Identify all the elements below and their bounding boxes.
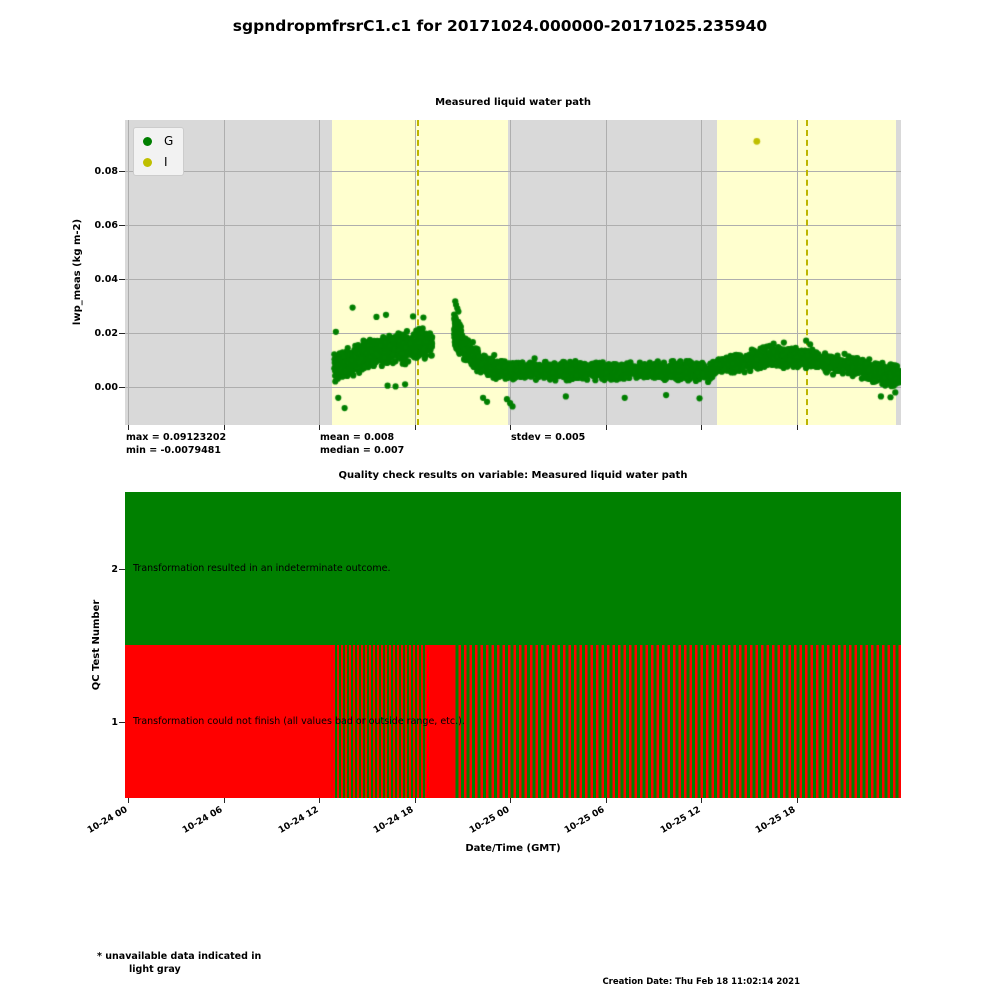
lwp-xtick-mark [796, 425, 798, 430]
lwp-xtick-mark [319, 425, 321, 430]
footnote-line2: light gray [129, 964, 181, 975]
lwp-xtick-mark [605, 425, 607, 430]
lwp-xtick-mark [510, 425, 512, 430]
qc-xtick-label: 10-24 12 [276, 805, 321, 836]
lwp-ytick-label: 0.08 [94, 166, 118, 178]
qc-xtick-mark [510, 798, 512, 803]
qc-y-axis-label: QC Test Number [91, 599, 102, 691]
legend-item-good: G [143, 135, 173, 147]
qc-row-test1 [125, 645, 901, 798]
lwp-ytick-label: 0.02 [94, 328, 118, 340]
lwp-xtick-mark [128, 425, 130, 430]
stat-mean: mean = 0.008 [320, 432, 395, 443]
stat-min: min = -0.0079481 [126, 445, 221, 456]
qc-segment-mixed-dense [333, 645, 427, 798]
lwp-chart-title: Measured liquid water path [435, 97, 591, 108]
qc-segment-pass [125, 492, 901, 645]
qc-plot-area [125, 492, 901, 798]
qc-segment-fail [426, 645, 454, 798]
stat-max: max = 0.09123202 [126, 432, 227, 443]
lwp-ytick-label: 0.04 [94, 274, 118, 286]
lwp-ytick-mark [119, 333, 125, 335]
legend-item-indeterminate: I [143, 156, 173, 168]
lwp-plot-area: G I [125, 120, 901, 425]
page-title: sgpndropmfrsrC1.c1 for 20171024.000000-2… [232, 17, 768, 35]
qc-xtick-mark [796, 798, 798, 803]
qc-xtick-label: 10-25 00 [467, 805, 512, 836]
footnote-line1: * unavailable data indicated in [97, 951, 262, 962]
qc-ytick-label: 2 [111, 563, 118, 575]
qc-ytick-mark [119, 568, 125, 570]
qc-xtick-mark [128, 798, 130, 803]
indeterminate-point-icon [143, 157, 152, 167]
legend-label-good: G [164, 134, 174, 148]
qc-xtick-mark [605, 798, 607, 803]
qc-xtick-label: 10-24 06 [181, 805, 225, 836]
lwp-y-axis-label: lwp_meas (kg m-2) [72, 218, 83, 326]
qc-xtick-label: 10-25 18 [754, 805, 798, 836]
qc-xtick-mark [319, 798, 321, 803]
lwp-ytick-mark [119, 225, 125, 227]
lwp-xtick-mark [701, 425, 703, 430]
lwp-ytick-label: 0.00 [94, 382, 118, 393]
stat-stdev: stdev = 0.005 [511, 432, 586, 443]
lwp-scatter-canvas [125, 120, 901, 425]
qc-row1-description: Transformation could not finish (all val… [133, 716, 465, 727]
qc-row-test2 [125, 492, 901, 645]
qc-xtick-label: 10-25 12 [658, 805, 703, 836]
lwp-xtick-mark [223, 425, 225, 430]
qc-row2-description: Transformation resulted in an indetermin… [133, 563, 391, 574]
qc-xtick-mark [414, 798, 416, 803]
x-axis-label: Date/Time (GMT) [465, 843, 561, 854]
qc-xtick-mark [223, 798, 225, 803]
lwp-xtick-mark [414, 425, 416, 430]
footnote: * unavailable data indicated in light gr… [97, 950, 261, 976]
legend-label-indeterminate: I [164, 155, 168, 169]
qc-xtick-mark [701, 798, 703, 803]
qc-ytick-mark [119, 721, 125, 723]
qc-segment-fail [125, 645, 334, 798]
good-point-icon [143, 136, 152, 146]
qc-chart-title: Quality check results on variable: Measu… [338, 470, 688, 481]
lwp-ytick-mark [119, 387, 125, 388]
creation-date: Creation Date: Thu Feb 18 11:02:14 2021 [602, 977, 800, 987]
qc-ytick-label: 1 [111, 716, 118, 728]
lwp-ytick-mark [119, 171, 125, 173]
qc-xtick-label: 10-24 00 [85, 805, 130, 836]
qc-segment-mixed [453, 645, 901, 798]
lwp-ytick-label: 0.06 [94, 220, 118, 232]
qc-xtick-label: 10-25 06 [563, 805, 607, 836]
qc-xtick-label: 10-24 18 [372, 805, 416, 836]
lwp-ytick-mark [119, 279, 125, 281]
lwp-legend: G I [133, 127, 185, 176]
stat-median: median = 0.007 [320, 445, 405, 456]
